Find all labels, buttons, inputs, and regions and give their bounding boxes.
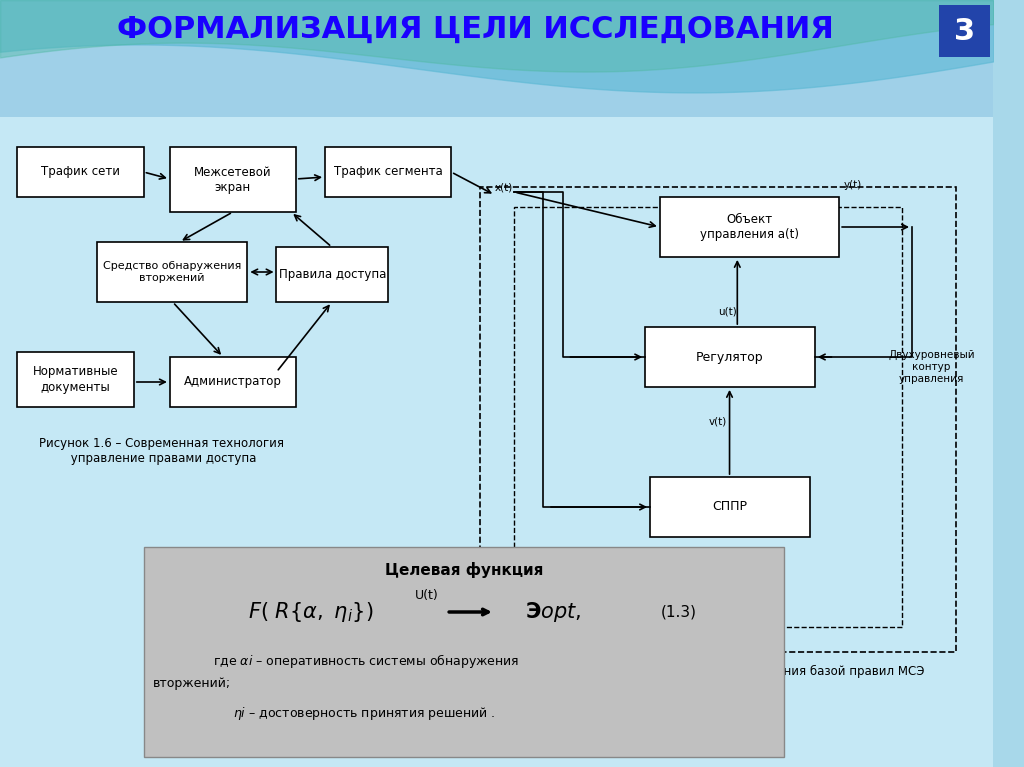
FancyBboxPatch shape	[17, 352, 134, 407]
Text: x(t): x(t)	[495, 182, 513, 192]
Text: СППР: СППР	[713, 501, 748, 513]
FancyBboxPatch shape	[325, 147, 452, 197]
Text: Межсетевой
экран: Межсетевой экран	[194, 166, 271, 193]
Text: Трафик сегмента: Трафик сегмента	[334, 166, 442, 179]
Text: U(t): U(t)	[415, 588, 438, 601]
FancyBboxPatch shape	[645, 327, 815, 387]
Text: Рисунок 1.6 – Современная технология
 управление правами доступа: Рисунок 1.6 – Современная технология упр…	[39, 437, 284, 465]
Bar	[0, 117, 993, 767]
Text: y(t): y(t)	[844, 180, 862, 190]
Text: где $\alpha i$ – оперативность системы обнаружения: где $\alpha i$ – оперативность системы о…	[213, 652, 520, 670]
FancyBboxPatch shape	[659, 197, 840, 257]
Text: Нормативные
документы: Нормативные документы	[33, 366, 119, 393]
Text: Администратор: Администратор	[184, 376, 282, 389]
FancyBboxPatch shape	[170, 147, 296, 212]
Text: Целевая функция: Целевая функция	[385, 562, 543, 578]
Text: $\eta i$ – достоверность принятия решений .: $\eta i$ – достоверность принятия решени…	[232, 705, 496, 722]
FancyBboxPatch shape	[97, 242, 248, 302]
Text: Регулятор: Регулятор	[696, 351, 764, 364]
Text: v(t): v(t)	[709, 417, 727, 427]
Text: Объект
управления a(t): Объект управления a(t)	[700, 213, 799, 241]
Text: Рисунок 1.7 – Двухуровневый контур управления базой правил МСЭ: Рисунок 1.7 – Двухуровневый контур управ…	[497, 665, 924, 678]
Text: Средство обнаружения
вторжений: Средство обнаружения вторжений	[103, 262, 242, 283]
Bar	[514, 207, 902, 627]
Text: 3: 3	[953, 17, 975, 45]
Text: Трафик сети: Трафик сети	[41, 166, 120, 179]
Bar	[939, 5, 989, 57]
Bar	[0, 0, 993, 147]
Text: u(t): u(t)	[718, 307, 737, 317]
Text: (1.3): (1.3)	[662, 604, 697, 620]
FancyBboxPatch shape	[276, 247, 388, 302]
FancyBboxPatch shape	[17, 147, 143, 197]
Text: $F(\ R\{\alpha,\ \eta_i\})$: $F(\ R\{\alpha,\ \eta_i\})$	[248, 600, 373, 624]
Bar	[480, 187, 955, 652]
Text: вторжений;: вторжений;	[154, 677, 231, 690]
Text: Двухуровневый
контур
управления: Двухуровневый контур управления	[888, 351, 975, 384]
FancyBboxPatch shape	[650, 477, 810, 537]
Text: Правила доступа: Правила доступа	[279, 268, 386, 281]
Text: $\mathbf{Э}opt,$: $\mathbf{Э}opt,$	[525, 600, 581, 624]
Text: ФОРМАЛИЗАЦИЯ ЦЕЛИ ИССЛЕДОВАНИЯ: ФОРМАЛИЗАЦИЯ ЦЕЛИ ИССЛЕДОВАНИЯ	[117, 15, 834, 44]
Bar	[143, 547, 784, 757]
FancyBboxPatch shape	[170, 357, 296, 407]
